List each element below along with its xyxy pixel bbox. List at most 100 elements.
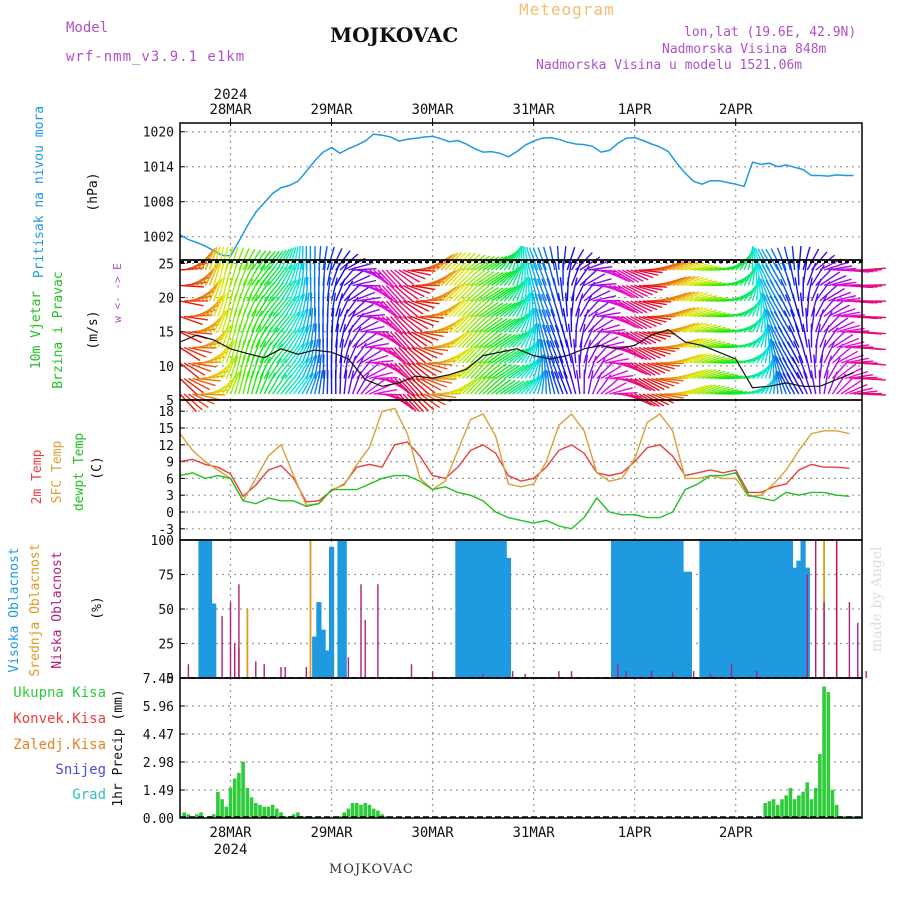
- low-cloud-bar: [671, 672, 674, 678]
- wind-barb: [221, 246, 229, 271]
- wind-barb: [798, 355, 808, 379]
- high-cloud-bar: [198, 540, 204, 678]
- wind-barb: [592, 283, 617, 287]
- wind-barb: [532, 262, 543, 286]
- precip-bar: [220, 799, 224, 818]
- wind-barb: [532, 355, 542, 379]
- precip-bar: [338, 816, 342, 818]
- wind-barb: [272, 297, 289, 317]
- wind-barb: [672, 275, 696, 287]
- wind-barb: [213, 246, 221, 271]
- wind-barb: [347, 370, 355, 395]
- wind-barb: [525, 261, 531, 286]
- wind-barb: [676, 306, 700, 318]
- wind-barb: [491, 378, 512, 395]
- precip-bar: [371, 808, 376, 818]
- low-cloud-bar: [570, 671, 573, 678]
- wind-barb: [499, 301, 520, 318]
- high-cloud-bar: [206, 540, 213, 678]
- high-cloud-bar: [324, 650, 330, 678]
- wind-barb: [791, 246, 796, 271]
- wind-barb: [293, 246, 299, 271]
- wind-barb: [600, 315, 626, 319]
- wind-barb: [689, 264, 714, 271]
- wind-barb: [339, 323, 346, 348]
- wind-barb: [701, 312, 726, 318]
- low-cloud-bar: [865, 671, 867, 678]
- wind-barb: [604, 382, 627, 395]
- wind-barb: [605, 358, 629, 364]
- wind-barb: [352, 268, 377, 271]
- wind-barb: [861, 284, 887, 287]
- low-cloud-bar: [305, 667, 307, 678]
- wind-barb: [625, 315, 648, 330]
- precip-bar: [195, 814, 199, 818]
- high-cloud-bar: [484, 540, 490, 678]
- precip-bar: [826, 692, 831, 818]
- wind-barb: [188, 346, 212, 354]
- wind-barb: [390, 269, 409, 287]
- wind-barb: [861, 346, 886, 351]
- wind-barb: [520, 293, 530, 317]
- wind-barb: [697, 311, 722, 318]
- wind-barb: [242, 293, 253, 317]
- wind-barb: [461, 283, 480, 302]
- wind-barb: [406, 346, 427, 364]
- wind-barb: [406, 378, 425, 397]
- wind-barb: [297, 293, 306, 317]
- wind-barb: [398, 284, 419, 300]
- wind-barb: [255, 295, 270, 317]
- wind-barb: [482, 362, 502, 380]
- wind-barb: [676, 338, 700, 349]
- high-cloud-bar: [341, 540, 347, 678]
- wind-barb: [482, 271, 504, 287]
- mid-cloud-bar: [246, 609, 249, 678]
- wind-barb: [360, 300, 386, 304]
- high-cloud-bar: [472, 540, 478, 678]
- wind-barb: [520, 376, 539, 395]
- precip-bar: [291, 814, 296, 818]
- wind-barb: [684, 384, 708, 395]
- wind-barb: [326, 292, 330, 317]
- low-cloud-bar: [815, 540, 817, 678]
- wind-barb: [225, 246, 234, 271]
- y-tick-label: 1020: [143, 126, 174, 141]
- wind-barb: [470, 255, 491, 271]
- wind-barb: [394, 377, 413, 396]
- low-cloud-bar: [806, 574, 808, 678]
- wind-barb: [204, 247, 216, 271]
- wind-barb: [693, 324, 717, 333]
- wind-barb: [394, 362, 412, 381]
- wind-barb: [791, 356, 804, 379]
- wind-barb: [255, 265, 271, 286]
- precip-bar: [186, 814, 191, 818]
- wind-barb: [486, 363, 507, 380]
- wind-barb: [407, 269, 431, 276]
- wind-barb: [651, 377, 675, 387]
- wind-barb: [587, 314, 607, 333]
- wind-barb: [415, 393, 435, 411]
- wind-barb: [796, 371, 808, 395]
- wind-barb: [706, 371, 730, 380]
- wind-barb: [769, 264, 783, 286]
- wind-barb: [461, 314, 480, 333]
- wind-barb: [436, 269, 456, 287]
- model-name: wrf-nmm_v3.9.1 e1km: [66, 49, 246, 65]
- wind-barb: [693, 384, 717, 395]
- wind-barb: [507, 314, 527, 333]
- wind-barb: [773, 295, 787, 317]
- bottom-day-label: 30MAR: [412, 825, 455, 841]
- wind-barb: [780, 278, 792, 302]
- wind-barb: [301, 245, 304, 271]
- wind-barb: [511, 246, 521, 271]
- wind-barb: [520, 261, 525, 286]
- wind-barb: [276, 343, 293, 364]
- wind-barb: [810, 251, 828, 271]
- wind-barb: [390, 377, 410, 394]
- wind-barb: [575, 370, 581, 395]
- wind-barb: [553, 371, 564, 395]
- high-cloud-bar: [737, 540, 743, 678]
- wind-barb: [823, 287, 845, 302]
- wind-barb: [280, 312, 296, 333]
- low-cloud-bar: [284, 667, 286, 678]
